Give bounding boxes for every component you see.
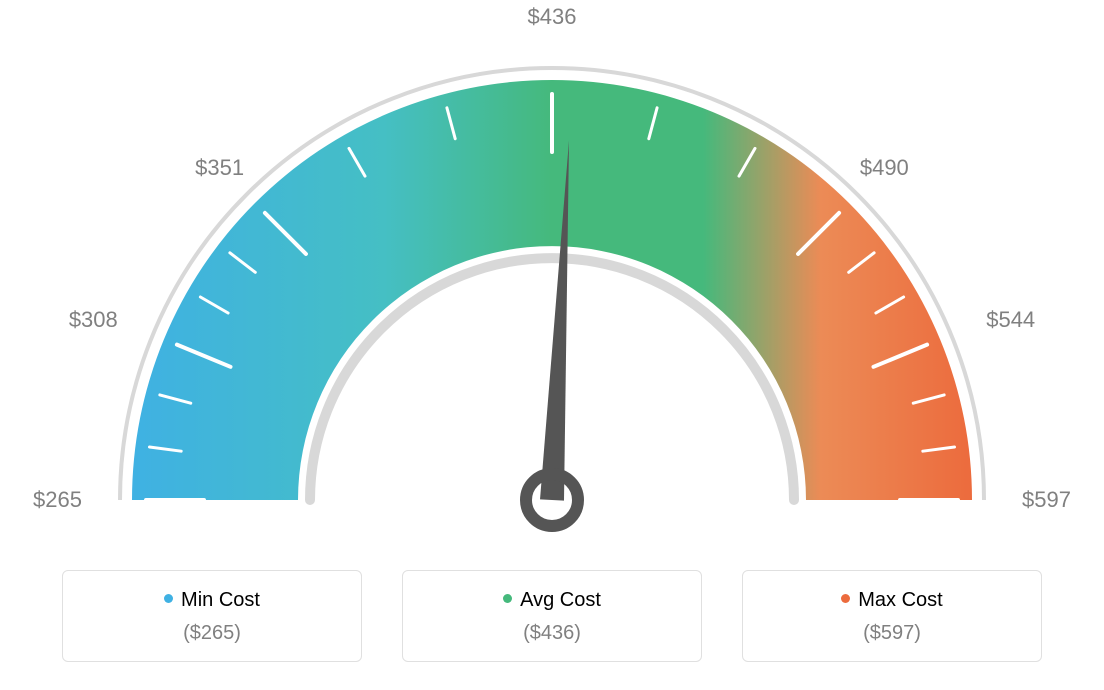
legend-card-min: Min Cost ($265) <box>62 570 362 662</box>
legend-title-min: Min Cost <box>73 589 351 612</box>
legend-row: Min Cost ($265) Avg Cost ($436) Max Cost… <box>0 570 1104 662</box>
gauge-tick-label: $436 <box>528 4 577 30</box>
legend-title-text: Max Cost <box>858 589 942 611</box>
gauge-tick-label: $490 <box>860 155 909 181</box>
legend-title-text: Avg Cost <box>520 589 601 611</box>
gauge-tick-label: $265 <box>33 487 82 513</box>
gauge-container: $265 $308 $351 $436 $490 $544 $597 <box>0 0 1104 560</box>
gauge-tick-label: $308 <box>69 307 118 333</box>
legend-card-avg: Avg Cost ($436) <box>402 570 702 662</box>
gauge-tick-label: $544 <box>986 307 1035 333</box>
legend-value-min: ($265) <box>73 622 351 645</box>
dot-icon <box>841 594 850 603</box>
gauge-tick-label: $597 <box>1022 487 1071 513</box>
dot-icon <box>164 594 173 603</box>
legend-card-max: Max Cost ($597) <box>742 570 1042 662</box>
legend-title-avg: Avg Cost <box>413 589 691 612</box>
gauge-chart <box>0 0 1104 560</box>
legend-title-text: Min Cost <box>181 589 260 611</box>
legend-title-max: Max Cost <box>753 589 1031 612</box>
legend-value-avg: ($436) <box>413 622 691 645</box>
dot-icon <box>503 594 512 603</box>
gauge-tick-label: $351 <box>195 155 244 181</box>
legend-value-max: ($597) <box>753 622 1031 645</box>
